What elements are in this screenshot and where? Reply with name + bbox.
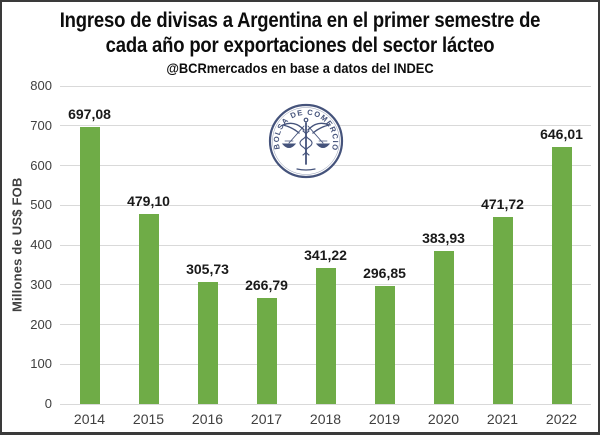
y-tick-label: 800 <box>30 78 52 93</box>
bar <box>374 286 395 404</box>
bar-column: 305,73 2016 <box>178 86 237 427</box>
x-tick-label: 2020 <box>427 411 460 427</box>
bar-column: 341,22 2018 <box>296 86 355 427</box>
y-tick-label: 300 <box>30 276 52 292</box>
bar-column: 266,79 2017 <box>237 86 296 427</box>
x-tick-label: 2017 <box>250 411 283 427</box>
x-tick-label: 2014 <box>73 411 106 427</box>
bar-value-label: 479,10 <box>127 192 170 209</box>
y-tick-label: 200 <box>30 316 52 332</box>
x-tick-label: 2022 <box>545 411 578 427</box>
plot-area: 0 100 200 300 400 500 600 700 800 697,08 2014 479,1… <box>30 78 591 428</box>
gridline <box>60 85 591 87</box>
bar-value-label: 646,01 <box>540 126 583 143</box>
x-tick-label: 2021 <box>486 411 519 427</box>
x-tick-label: 2015 <box>132 411 165 427</box>
bar <box>315 268 336 404</box>
gridline <box>60 204 591 206</box>
chart-title-line-2: cada año por exportaciones del sector lá… <box>105 34 495 57</box>
scale-chain-right <box>307 125 324 144</box>
bar <box>197 282 218 404</box>
bar-value-label: 305,73 <box>186 261 229 278</box>
y-tick-label: 100 <box>30 356 52 372</box>
bar-column: 296,85 2019 <box>355 86 414 427</box>
bar-value-label: 471,72 <box>481 195 524 212</box>
bar <box>492 216 513 404</box>
bar-column: 383,93 2020 <box>414 86 473 427</box>
bar-value-label: 266,79 <box>245 276 288 293</box>
gridline <box>60 403 591 405</box>
seal-inner-ring <box>272 107 340 175</box>
scale-pan-left <box>281 143 297 148</box>
y-tick-label: 500 <box>30 197 52 213</box>
bar-value-label: 697,08 <box>68 105 111 122</box>
bar <box>79 126 100 404</box>
bcr-logo-watermark: BOLSA DE COMERCIO DE ROSARIO <box>266 101 344 179</box>
caduceus-knob <box>303 117 309 123</box>
x-tick-label: 2019 <box>368 411 401 427</box>
bar-value-label: 341,22 <box>304 247 347 264</box>
bar <box>256 297 277 404</box>
bar-value-label: 296,85 <box>363 265 406 282</box>
y-tick-label: 700 <box>30 117 52 133</box>
gridline <box>60 244 591 246</box>
bar-column: 646,01 2022 <box>532 86 591 427</box>
bar-column: 471,72 2021 <box>473 86 532 428</box>
bar <box>433 251 454 404</box>
bar-column: 697,08 2014 <box>60 86 119 427</box>
bar-column: 479,10 2015 <box>119 86 178 427</box>
chart-title-line-1: Ingreso de divisas a Argentina en el pri… <box>59 9 541 32</box>
caduceus-serpent-right <box>305 130 313 156</box>
chart-subtitle: @BCRmercados en base a datos del INDEC <box>166 60 434 76</box>
bar-value-label: 383,93 <box>422 230 465 247</box>
x-tick-label: 2018 <box>309 411 342 427</box>
seal-ribbon <box>296 168 316 171</box>
scale-chain-left <box>288 125 305 144</box>
y-tick-label: 600 <box>30 157 52 173</box>
y-tick-label: 0 <box>44 396 52 411</box>
bar <box>551 147 572 404</box>
title-block: Ingreso de divisas a Argentina en el pri… <box>2 8 598 77</box>
x-tick-label: 2016 <box>191 411 224 427</box>
y-tick-label: 400 <box>30 237 52 252</box>
caduceus-right-wing <box>307 122 332 134</box>
bar <box>138 213 159 404</box>
scale-pan-right <box>315 143 331 148</box>
caduceus-left-wing <box>280 122 305 134</box>
